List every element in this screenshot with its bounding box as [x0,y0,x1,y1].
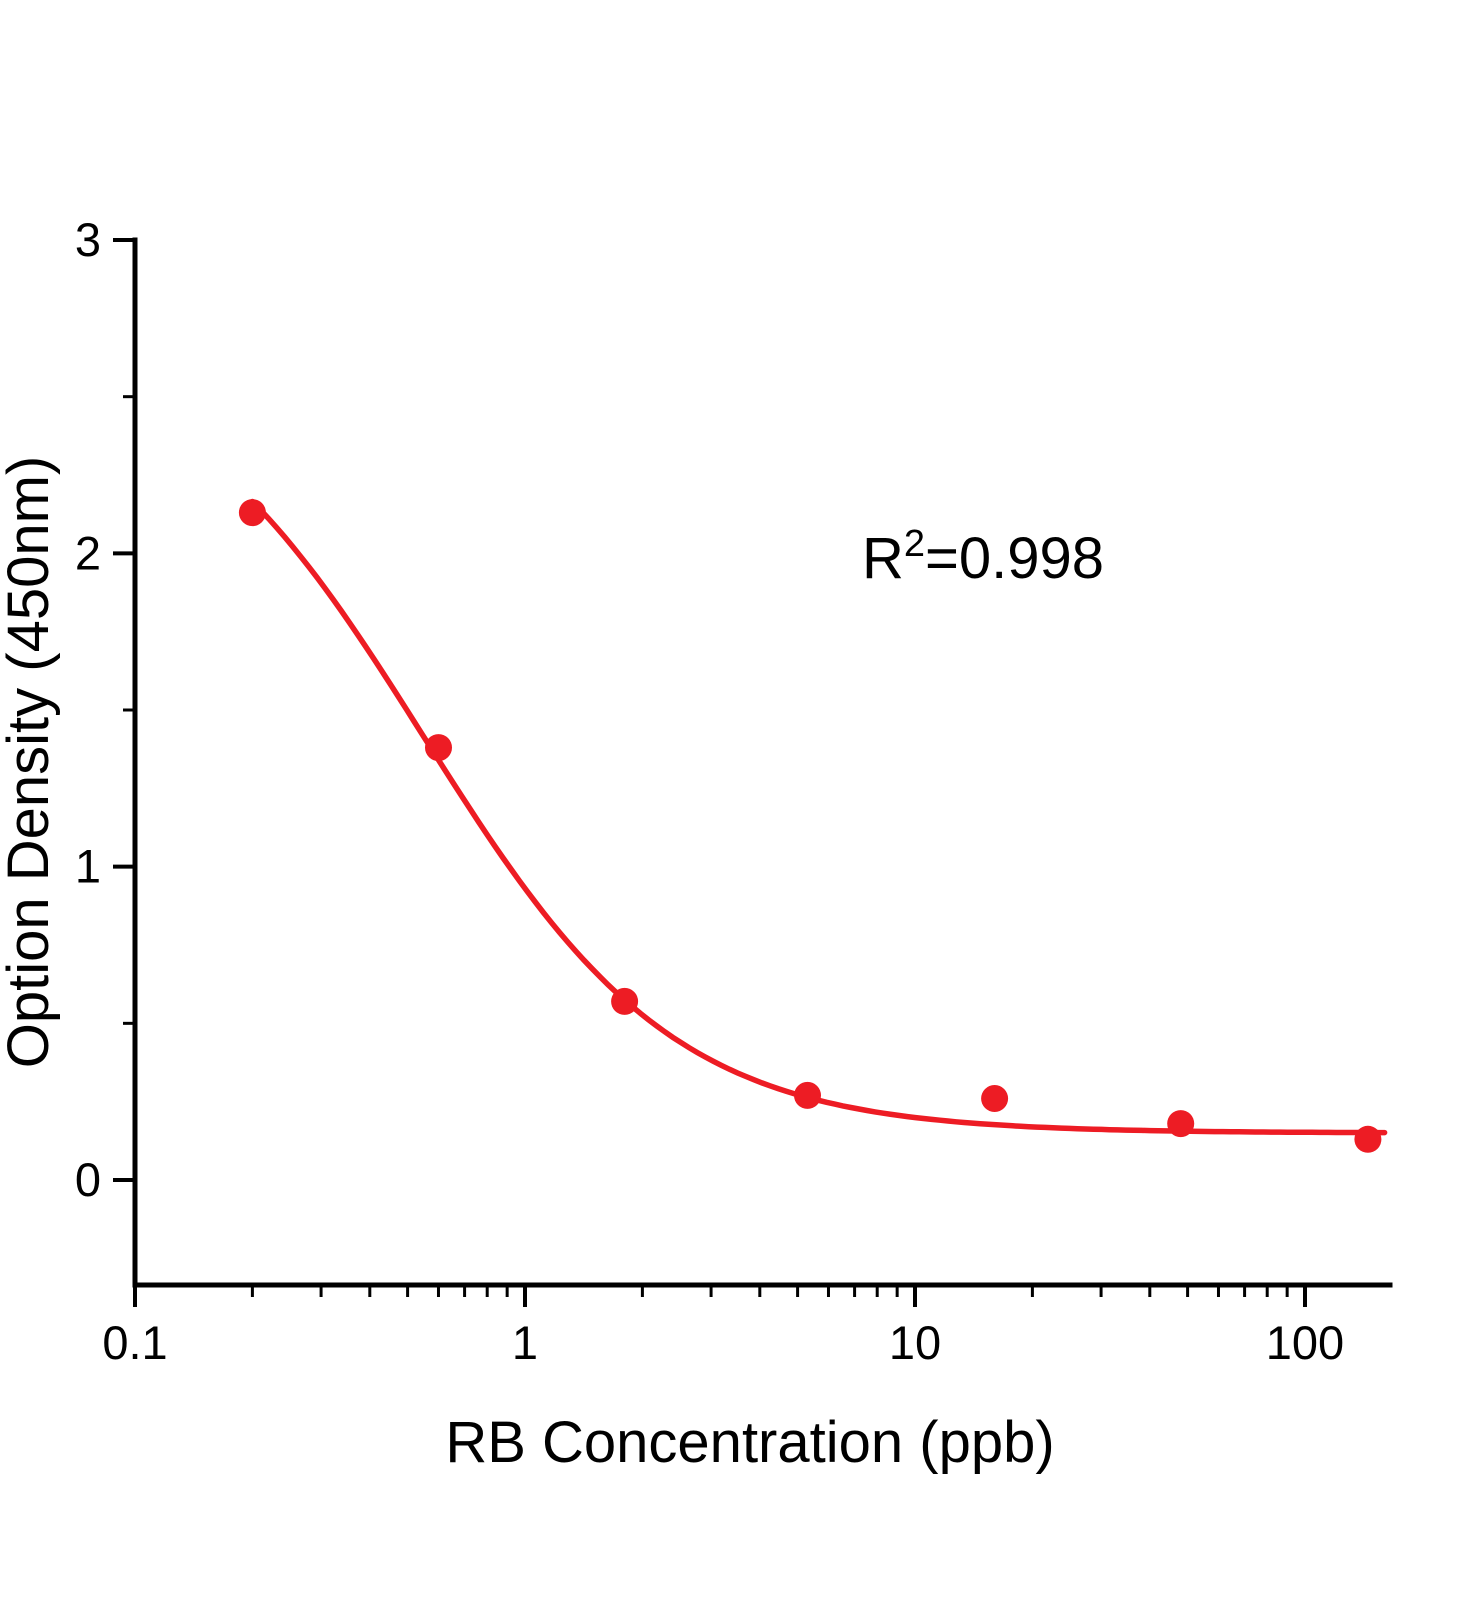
x-tick-label: 1 [512,1316,538,1369]
y-tick-label: 3 [75,213,101,266]
y-tick-label: 1 [75,840,101,893]
annotation-rest: =0.998 [925,526,1104,591]
fit-curve-group [249,498,1388,1136]
y-tick-label: 2 [75,526,101,579]
annotation-base: R [862,526,904,591]
data-point-marker [238,499,266,527]
x-tick-label: 100 [1266,1316,1344,1369]
y-tick-label: 0 [75,1153,101,1206]
data-points [238,499,1382,1153]
x-tick-label: 10 [889,1316,941,1369]
axes: 0 1 2 3 0.1 1 10 100 [75,213,1393,1369]
data-point-marker [794,1081,821,1109]
annotation-superscript: 2 [904,523,925,565]
r-squared-annotation: R2=0.998 [862,523,1104,591]
data-point-marker [1354,1125,1382,1153]
axis-frame [132,237,1393,1288]
y-axis-title: Option Density (450nm) [0,456,61,1068]
data-point-marker [981,1085,1009,1112]
x-tick-label: 0.1 [102,1316,167,1369]
x-axis-title: RB Concentration (ppb) [445,1410,1054,1475]
data-point-marker [1167,1110,1195,1138]
data-point-marker [611,987,639,1015]
data-point-marker [425,734,452,762]
fit-curve [249,498,1388,1136]
